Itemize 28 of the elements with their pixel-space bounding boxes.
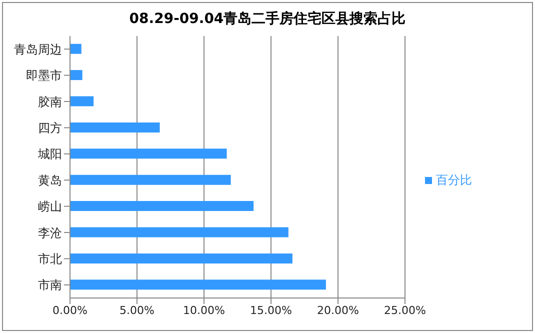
chart-title: 08.29-09.04青岛二手房住宅区县搜索占比 [128, 10, 407, 28]
bar [70, 253, 292, 264]
bar [70, 96, 94, 106]
bar [70, 174, 231, 185]
y-tick-label: 即墨市 [26, 68, 62, 83]
legend-label: 百分比 [436, 172, 472, 186]
y-tick-label: 四方 [38, 120, 62, 135]
bar [70, 280, 326, 290]
y-tick-label: 黄岛 [38, 173, 62, 188]
bar [70, 44, 82, 54]
x-tick-label: 5.00% [120, 304, 154, 317]
y-tick-label: 李沧 [38, 226, 62, 240]
y-tick-label: 胶南 [38, 94, 62, 109]
bar [70, 122, 160, 132]
y-tick-label: 青岛周边 [14, 42, 62, 56]
bar [70, 70, 82, 80]
x-tick-label: 15.00% [250, 304, 292, 317]
bar [70, 148, 227, 159]
y-tick-label: 崂山 [38, 200, 62, 214]
bar [70, 201, 254, 212]
y-tick-label: 市北 [38, 252, 62, 266]
x-tick-label: 20.00% [317, 304, 359, 317]
x-tick-label: 0.00% [52, 304, 88, 317]
x-tick-label: 25.00% [384, 304, 426, 317]
y-tick-label: 市南 [38, 278, 62, 292]
y-tick-label: 城阳 [37, 147, 62, 162]
bar [70, 227, 288, 238]
x-tick-label: 10.00% [183, 304, 225, 317]
